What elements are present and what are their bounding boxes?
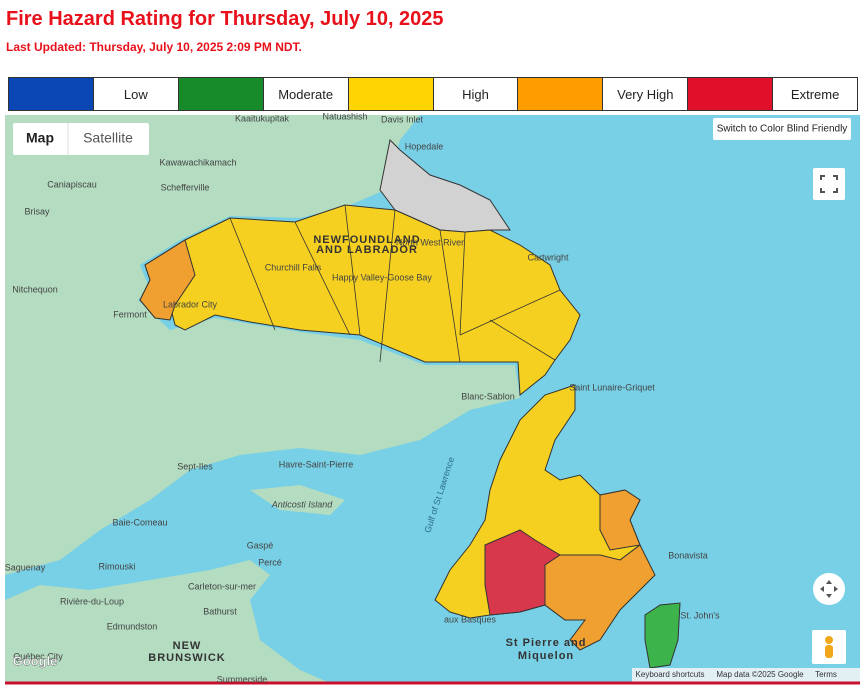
legend-swatch — [9, 78, 94, 110]
place-label: Schefferville — [161, 182, 210, 192]
place-label: Saguenay — [5, 562, 46, 572]
place-label: Carleton-sur-mer — [188, 581, 256, 591]
place-label: Rivière-du-Loup — [60, 596, 124, 606]
place-label: Hopedale — [405, 141, 444, 151]
map-button[interactable]: Map — [26, 130, 54, 146]
place-label: Baie-Comeau — [112, 517, 167, 527]
region-border — [229, 204, 561, 363]
place-label: North West River — [396, 237, 464, 247]
place-label: Kawawachikamach — [159, 157, 236, 167]
place-label: Edmundston — [107, 621, 158, 631]
footer-bg — [632, 668, 860, 682]
place-label: Happy Valley-Goose Bay — [332, 272, 432, 282]
footer-text[interactable]: Terms — [815, 670, 837, 679]
land — [5, 115, 520, 575]
legend: Low Moderate High Very High Extreme — [8, 77, 858, 111]
place-label: Churchill Falls — [265, 262, 322, 272]
google-logo: Google — [13, 653, 58, 668]
legend-label: High — [434, 78, 519, 110]
place-label: Brisay — [24, 206, 50, 216]
place-label: Québec City — [13, 651, 63, 661]
region-very-high — [139, 239, 196, 321]
place-label: Nitchequon — [12, 284, 58, 294]
footer-text[interactable]: Keyboard shortcuts — [636, 670, 705, 679]
place-label: BRUNSWICK — [148, 652, 225, 664]
pegman-head — [825, 636, 833, 644]
title: Fire Hazard Rating for Thursday, July 10… — [6, 8, 444, 30]
place-label: Fermont — [113, 309, 147, 319]
pan-icon — [820, 580, 838, 598]
place-label: Bathurst — [203, 606, 237, 616]
place-label: Summerside — [217, 674, 268, 684]
place-label: Percé — [258, 557, 282, 567]
last-updated: Last Updated: Thursday, July 10, 2025 2:… — [6, 40, 302, 54]
legend-swatch — [178, 78, 264, 110]
region-moderate — [644, 602, 681, 669]
map-type-control — [13, 123, 149, 155]
legend-swatch — [688, 78, 774, 110]
legend-label: Extreme — [790, 86, 840, 102]
place-label: St. John's — [680, 610, 720, 620]
legend-swatch — [518, 78, 604, 110]
place-label: St Pierre and — [506, 637, 587, 649]
place-label: aux Basques — [444, 614, 497, 624]
legend-swatch — [348, 78, 434, 110]
place-label: Cartwright — [527, 252, 569, 262]
legend-label: Very High — [603, 78, 689, 110]
region-very-high — [544, 544, 656, 651]
color-blind-button-bg — [713, 118, 851, 140]
place-label: NEW — [173, 640, 202, 652]
place-label: Saint Lunaire-Griquet — [569, 382, 655, 392]
place-label: Bonavista — [668, 550, 708, 560]
satellite-button[interactable]: Satellite — [83, 130, 133, 146]
footer-text: Map data ©2025 Google — [716, 670, 804, 679]
region-none — [379, 138, 511, 233]
place-label: Davis Inlet — [381, 114, 424, 124]
fullscreen-button[interactable] — [813, 168, 845, 200]
region-very-high — [599, 489, 641, 551]
place-label: Natuashish — [322, 111, 367, 121]
place-label: Caniapiscau — [47, 179, 97, 189]
place-label: Rimouski — [98, 561, 135, 571]
place-label: Gaspé — [247, 540, 274, 550]
island — [250, 485, 345, 515]
legend-label: Low — [94, 78, 179, 110]
place-label: Havre-Saint-Pierre — [279, 459, 354, 469]
color-blind-button[interactable]: Switch to Color Blind Friendly — [717, 124, 848, 135]
fullscreen-icon — [820, 175, 838, 193]
legend-label: Moderate — [264, 78, 349, 110]
land — [5, 560, 330, 683]
place-label: Miquelon — [518, 650, 574, 662]
place-label: Anticosti Island — [271, 499, 334, 509]
place-label: Labrador City — [163, 299, 218, 309]
pegman-body — [825, 645, 833, 658]
place-label: NEWFOUNDLAND — [313, 234, 420, 246]
pan-control[interactable] — [813, 573, 845, 605]
place-label: AND LABRADOR — [316, 244, 418, 256]
place-label: Blanc-Sablon — [461, 391, 515, 401]
place-label: Kaaitukupitak — [235, 113, 290, 123]
place-label: Sept-Iles — [177, 461, 213, 471]
